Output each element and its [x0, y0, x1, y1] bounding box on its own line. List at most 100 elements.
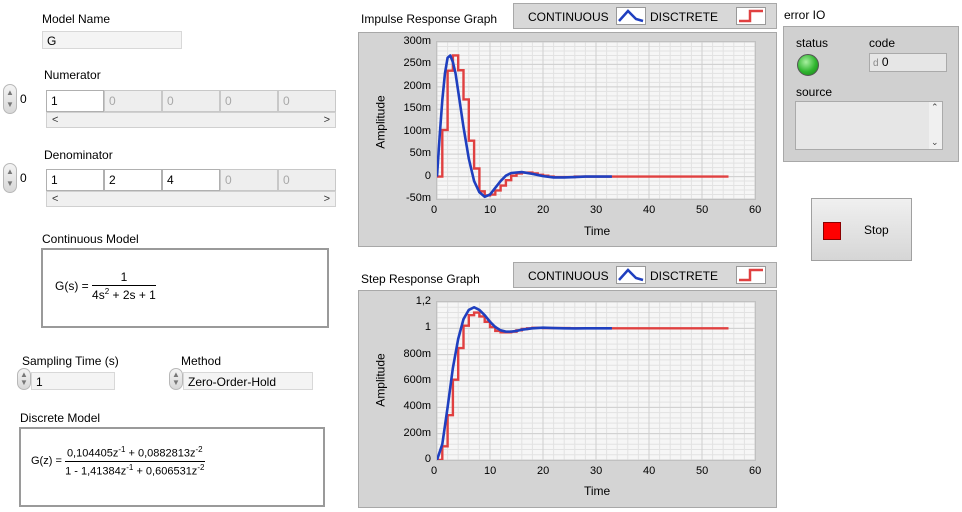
spin-up-icon[interactable]: ▲ [6, 167, 14, 176]
code-field[interactable]: d 0 [869, 53, 947, 72]
stop-icon [823, 222, 841, 240]
sampling-time-spinner[interactable]: ▲ ▼ [17, 368, 31, 390]
y-tick-label: 300m [403, 35, 431, 47]
denominator-cell[interactable]: 0 [278, 169, 336, 191]
sampling-time-label: Sampling Time (s) [22, 354, 119, 368]
method-ring-spinner[interactable]: ▲ ▼ [169, 368, 183, 390]
numerator-cell[interactable]: 0 [104, 90, 162, 112]
continuous-series-line [437, 305, 612, 460]
legend-discrete-label: DISCTRETE [650, 10, 719, 24]
denominator-index-value[interactable]: 0 [20, 171, 27, 185]
fraction-denominator: 1 - 1,41384z-1 + 0,606531z-2 [65, 462, 205, 478]
source-field[interactable] [795, 101, 943, 150]
model-name-label: Model Name [42, 12, 111, 26]
fraction-numerator: 1 [92, 270, 156, 286]
x-tick-label: 10 [484, 204, 497, 216]
scroll-right-icon[interactable]: > [323, 193, 330, 205]
error-io-cluster: status code d 0 source ⌃ ⌄ [783, 26, 959, 162]
numerator-cell[interactable]: 0 [278, 90, 336, 112]
code-prefix: d [873, 58, 879, 69]
x-tick-label: 50 [696, 465, 709, 477]
step-x-axis-label: Time [584, 484, 611, 498]
method-select[interactable]: Zero-Order-Hold [183, 372, 313, 390]
impulse-plot-svg [437, 42, 755, 199]
numerator-scrollbar[interactable]: < > [46, 112, 336, 128]
numerator-cell[interactable]: 0 [220, 90, 278, 112]
continuous-model-display: G(s) = 1 4s2 + 2s + 1 [41, 248, 329, 328]
step-graph-panel: Time Amplitude 1,2 1 800m 600m 400m 200m 0 0 10 2… [358, 290, 777, 508]
x-tick-label: 30 [590, 204, 603, 216]
scroll-right-icon[interactable]: > [323, 114, 330, 126]
scroll-down-icon[interactable]: ⌄ [931, 137, 939, 147]
scroll-up-icon[interactable]: ⌃ [931, 102, 939, 112]
equation-lhs: G(s) = [55, 279, 89, 293]
source-scrollbar[interactable]: ⌃ ⌄ [929, 102, 942, 149]
y-tick-label: 800m [403, 347, 431, 360]
step-legend: CONTINUOUS DISCTRETE [513, 262, 777, 288]
spin-up-icon[interactable]: ▲ [6, 88, 14, 97]
fraction-denominator: 4s2 + 2s + 1 [92, 287, 156, 302]
code-label: code [869, 36, 896, 50]
numerator-index-spinner[interactable]: ▲ ▼ [3, 84, 17, 114]
x-tick-label: 50 [696, 204, 709, 216]
model-name-field[interactable]: G [42, 31, 182, 49]
stop-button[interactable]: Stop [811, 198, 912, 261]
spin-down-icon[interactable]: ▼ [172, 378, 180, 387]
sampling-time-field[interactable]: 1 [31, 372, 115, 390]
spin-up-icon[interactable]: ▲ [172, 370, 180, 379]
error-io-title: error IO [784, 8, 826, 22]
equation-lhs: G(z) = [31, 455, 62, 468]
legend-continuous-swatch-icon [616, 7, 646, 25]
denominator-cell[interactable]: 0 [220, 169, 278, 191]
code-value: 0 [881, 55, 889, 69]
scroll-left-icon[interactable]: < [52, 114, 59, 126]
legend-discrete-swatch-icon [736, 7, 766, 25]
numerator-cell[interactable]: 1 [46, 90, 104, 112]
method-label: Method [181, 354, 222, 368]
x-tick-label: 20 [537, 204, 550, 216]
denominator-cell[interactable]: 1 [46, 169, 104, 191]
step-plot-svg [437, 302, 755, 460]
spin-down-icon[interactable]: ▼ [6, 179, 14, 188]
step-plot-area[interactable] [436, 301, 756, 461]
legend-discrete-swatch-icon [736, 266, 766, 284]
x-tick-label: 40 [643, 465, 656, 477]
discrete-series-line [437, 54, 729, 197]
x-tick-label: 0 [431, 204, 438, 216]
y-tick-label: 50m [409, 147, 431, 160]
spin-down-icon[interactable]: ▼ [6, 100, 14, 109]
status-led-icon [797, 54, 819, 76]
y-tick-label: 400m [403, 400, 431, 413]
x-tick-label: 0 [431, 465, 438, 477]
numerator-index-value[interactable]: 0 [20, 92, 27, 106]
discrete-model-equation: G(z) = 0,104405z-1 + 0,0882813z-2 1 - 1,… [31, 445, 205, 477]
spin-down-icon[interactable]: ▼ [20, 378, 28, 387]
impulse-graph-panel: Time Amplitude 300m 250m 200m 150m 100m 50m 0-… [358, 32, 777, 247]
numerator-label: Numerator [44, 68, 101, 82]
status-label: status [796, 36, 829, 50]
y-tick-label: 200m [403, 79, 431, 92]
y-tick-label: 150m [403, 102, 431, 115]
continuous-model-label: Continuous Model [42, 232, 139, 246]
fraction: 0,104405z-1 + 0,0882813z-2 1 - 1,41384z-… [64, 445, 205, 478]
impulse-plot-area[interactable] [436, 41, 756, 200]
y-tick-label: 200m [403, 426, 431, 439]
x-tick-label: 30 [590, 465, 603, 477]
x-tick-label: 60 [749, 465, 762, 477]
denominator-label: Denominator [44, 148, 113, 162]
y-tick-label: 0 [424, 169, 431, 182]
discrete-model-display: G(z) = 0,104405z-1 + 0,0882813z-2 1 - 1,… [19, 427, 325, 507]
denominator-index-spinner[interactable]: ▲ ▼ [3, 163, 17, 193]
y-tick-label: 0 [424, 453, 431, 465]
denominator-scrollbar[interactable]: < > [46, 191, 336, 207]
impulse-y-axis-label: Amplitude [373, 95, 388, 149]
denominator-cell[interactable]: 2 [104, 169, 162, 191]
continuous-series-line [437, 54, 612, 199]
impulse-graph-title: Impulse Response Graph [361, 12, 498, 26]
numerator-cell[interactable]: 0 [162, 90, 220, 112]
spin-up-icon[interactable]: ▲ [20, 370, 28, 379]
denominator-cell[interactable]: 4 [162, 169, 220, 191]
step-y-axis-label: Amplitude [373, 353, 388, 407]
legend-continuous-swatch-icon [616, 266, 646, 284]
scroll-left-icon[interactable]: < [52, 193, 59, 205]
